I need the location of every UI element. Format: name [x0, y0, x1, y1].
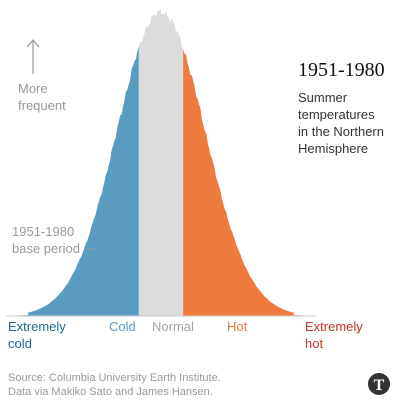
base-period-label-line-2: base period: [12, 241, 80, 256]
subtitle-line-4: Hemisphere: [298, 141, 368, 156]
nyt-logo-icon: T: [368, 373, 390, 395]
band-cold: [28, 46, 139, 316]
subtitle-line-3: in the Northern: [298, 124, 384, 139]
category-extremely-cold-line-1: Extremely: [8, 319, 66, 334]
category-extremely-hot-line-1: Extremely: [305, 319, 363, 334]
category-normal: Normal: [152, 319, 194, 334]
frequency-label-line-1: More: [18, 81, 48, 96]
category-hot: Hot: [227, 319, 248, 334]
source-line-1: Source: Columbia University Earth Instit…: [8, 372, 221, 384]
distribution-bands: [6, 9, 316, 316]
band-normal: [138, 9, 184, 316]
category-extremely-cold-line-2: cold: [8, 336, 32, 351]
up-arrow-icon: [26, 39, 40, 74]
frequency-label-line-2: frequent: [18, 98, 66, 113]
category-extremely-hot-line-2: hot: [305, 336, 323, 351]
subtitle-line-2: temperatures: [298, 107, 375, 122]
svg-text:T: T: [374, 377, 385, 394]
chart-title: 1951-1980: [298, 59, 385, 81]
band-hot: [183, 48, 294, 316]
source-line-2: Data via Makiko Sato and James Hansen.: [8, 386, 213, 398]
base-period-label-line-1: 1951-1980: [12, 224, 74, 239]
subtitle-line-1: Summer: [298, 90, 348, 105]
category-cold: Cold: [109, 319, 136, 334]
